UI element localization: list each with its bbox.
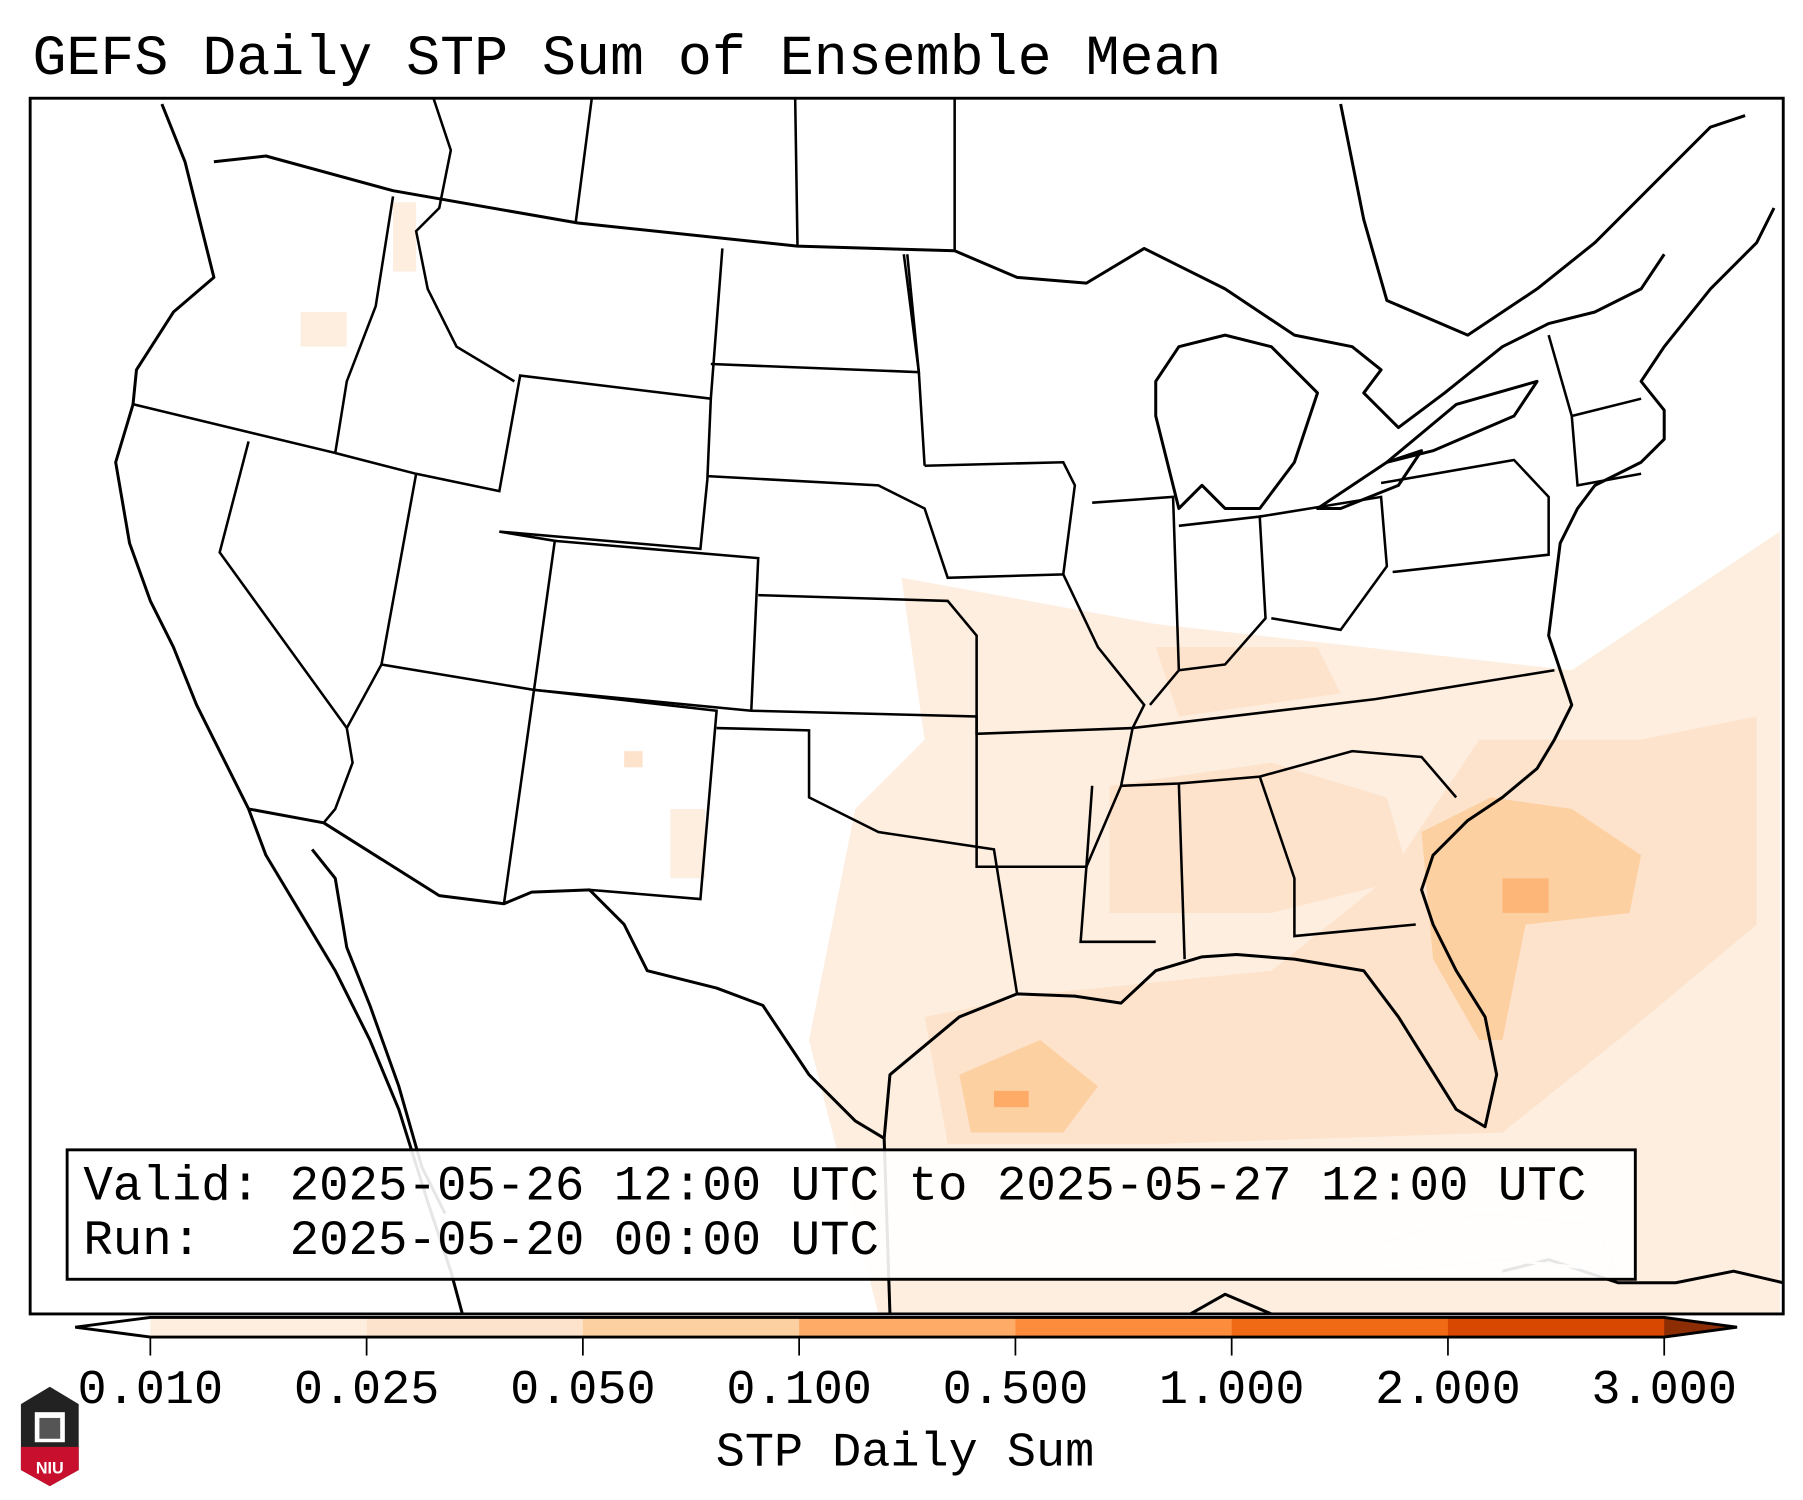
valid-time-text: Valid: 2025-05-26 12:00 UTC to 2025-05-2… bbox=[83, 1159, 1586, 1215]
colorbar: 0.010 0.025 0.050 0.100 0.500 1.000 2.000 3.000 bbox=[75, 1315, 1738, 1418]
colorbar-tick-label: 2.000 bbox=[1375, 1363, 1521, 1418]
figure-title: GEFS Daily STP Sum of Ensemble Mean bbox=[32, 28, 1221, 92]
colorbar-segment bbox=[1447, 1317, 1665, 1338]
colorbar-tick-label: 0.100 bbox=[726, 1363, 872, 1418]
coastlines-and-borders bbox=[114, 103, 1784, 1314]
colorbar-tick-label: 0.050 bbox=[510, 1363, 656, 1418]
run-time-text: Run: 2025-05-20 00:00 UTC bbox=[83, 1213, 879, 1269]
colorbar-segment bbox=[366, 1317, 584, 1338]
colorbar-segment bbox=[1231, 1317, 1449, 1338]
colorbar-tick-label: 1.000 bbox=[1159, 1363, 1305, 1418]
colorbar-extend-high bbox=[1664, 1317, 1738, 1338]
niu-logo: NIU bbox=[20, 1386, 79, 1487]
colorbar-tick-label: 0.500 bbox=[943, 1363, 1089, 1418]
colorbar-segment bbox=[582, 1317, 800, 1338]
colorbar-tick-label: 0.010 bbox=[78, 1363, 224, 1418]
colorbar-segment bbox=[1015, 1317, 1233, 1338]
valid-run-legend: Valid: 2025-05-26 12:00 UTC to 2025-05-2… bbox=[65, 1148, 1637, 1281]
state-borders bbox=[133, 98, 1642, 995]
map-panel: Valid: 2025-05-26 12:00 UTC to 2025-05-2… bbox=[28, 96, 1785, 1316]
colorbar-segment bbox=[799, 1317, 1016, 1338]
colorbar-tick-label: 0.025 bbox=[294, 1363, 440, 1418]
colorbar-extend-low bbox=[75, 1317, 151, 1338]
colorbar-label: STP Daily Sum bbox=[716, 1425, 1094, 1480]
colorbar-segment bbox=[150, 1317, 368, 1338]
colorbar-tick-label: 3.000 bbox=[1591, 1363, 1737, 1418]
niu-logo-text: NIU bbox=[36, 1459, 64, 1477]
map-frame bbox=[28, 96, 1785, 1316]
